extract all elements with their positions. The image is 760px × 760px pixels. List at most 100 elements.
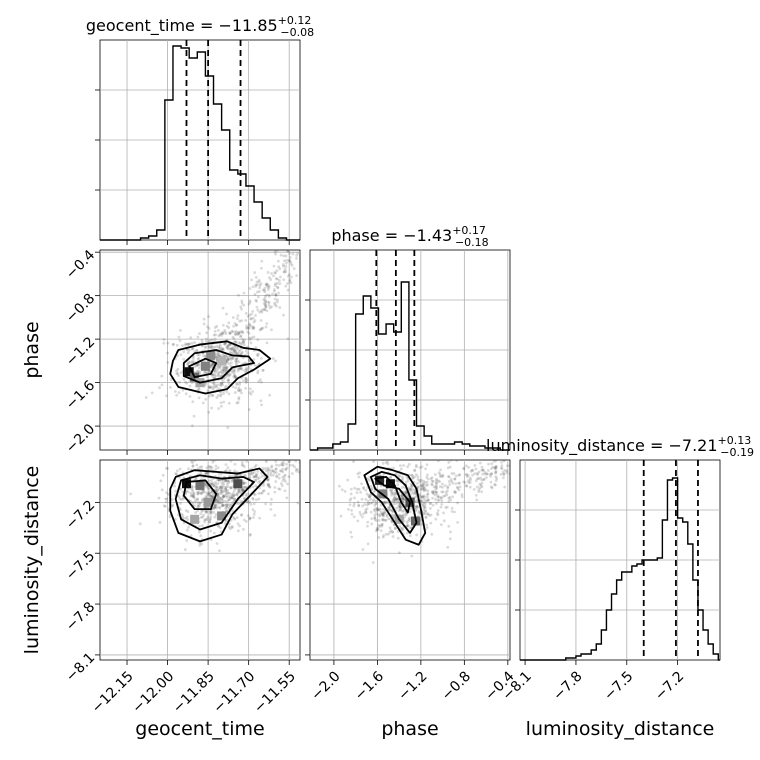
scatter-phase-vs-luminosity-distance-sample-point bbox=[468, 481, 472, 484]
scatter-geocent-time-vs-phase-sample-point bbox=[266, 300, 270, 304]
scatter-geocent-time-vs-phase-sample-point bbox=[265, 341, 269, 345]
scatter-geocent-time-vs-phase-sample-point bbox=[233, 374, 237, 378]
x-axis-label-phase: phase bbox=[381, 718, 438, 740]
scatter-geocent-time-vs-phase-sample-point bbox=[201, 401, 205, 405]
scatter-geocent-time-vs-luminosity-distance-sample-point bbox=[242, 527, 245, 531]
scatter-geocent-time-vs-luminosity-distance-sample-point bbox=[298, 470, 300, 474]
scatter-geocent-time-vs-luminosity-distance-sample-point bbox=[299, 478, 300, 480]
scatter-geocent-time-vs-luminosity-distance-sample-point bbox=[251, 508, 255, 512]
scatter-geocent-time-vs-phase-sample-point bbox=[250, 336, 254, 339]
scatter-geocent-time-vs-phase-sample-point bbox=[182, 357, 186, 361]
scatter-geocent-time-vs-luminosity-distance-sample-point bbox=[245, 500, 249, 504]
scatter-phase-vs-luminosity-distance-sample-point bbox=[477, 488, 481, 492]
scatter-phase-vs-luminosity-distance-sample-point bbox=[389, 488, 392, 492]
scatter-geocent-time-vs-luminosity-distance-sample-point bbox=[203, 518, 207, 522]
scatter-phase-vs-luminosity-distance-sample-point bbox=[475, 485, 479, 489]
scatter-phase-vs-luminosity-distance-sample-point bbox=[340, 488, 344, 492]
scatter-phase-vs-luminosity-distance-sample-point bbox=[435, 491, 439, 495]
scatter-geocent-time-vs-phase-sample-point bbox=[222, 368, 226, 372]
scatter-geocent-time-vs-phase-sample-point bbox=[210, 406, 214, 410]
scatter-phase-vs-luminosity-distance-sample-point bbox=[381, 512, 384, 516]
scatter-phase-vs-luminosity-distance-sample-point bbox=[377, 523, 381, 527]
scatter-phase-vs-luminosity-distance-sample-point bbox=[436, 495, 440, 499]
scatter-geocent-time-vs-luminosity-distance-sample-point bbox=[298, 464, 300, 468]
scatter-geocent-time-vs-phase-sample-point bbox=[289, 281, 293, 285]
scatter-geocent-time-vs-phase-sample-point bbox=[274, 359, 277, 363]
scatter-phase-vs-luminosity-distance-sample-point bbox=[449, 530, 452, 534]
scatter-geocent-time-vs-luminosity-distance-sample-point bbox=[193, 498, 197, 502]
scatter-phase-vs-luminosity-distance-sample-point bbox=[404, 492, 408, 496]
scatter-geocent-time-vs-phase-sample-point bbox=[245, 369, 249, 373]
scatter-geocent-time-vs-phase-sample-point bbox=[255, 353, 259, 357]
scatter-geocent-time-vs-phase-sample-point bbox=[232, 349, 236, 352]
scatter-geocent-time-vs-phase-sample-point bbox=[247, 326, 251, 330]
scatter-geocent-time-vs-luminosity-distance-sample-point bbox=[261, 466, 265, 470]
scatter-geocent-time-vs-phase-sample-point bbox=[195, 364, 199, 368]
scatter-phase-vs-luminosity-distance-x-tick-label: −1.6 bbox=[352, 668, 387, 703]
scatter-phase-vs-luminosity-distance-sample-point bbox=[404, 490, 408, 493]
scatter-geocent-time-vs-phase-sample-point bbox=[273, 301, 277, 305]
scatter-geocent-time-vs-phase-sample-point bbox=[216, 371, 220, 375]
scatter-phase-vs-luminosity-distance-sample-point bbox=[414, 504, 418, 508]
scatter-geocent-time-vs-phase-sample-point bbox=[205, 375, 209, 378]
scatter-geocent-time-vs-phase-sample-point bbox=[260, 380, 263, 384]
scatter-geocent-time-vs-phase-sample-point bbox=[231, 370, 234, 374]
scatter-phase-vs-luminosity-distance-sample-point bbox=[450, 472, 454, 475]
scatter-geocent-time-vs-phase-sample-point bbox=[286, 337, 290, 341]
scatter-geocent-time-vs-phase-sample-point bbox=[267, 286, 271, 289]
scatter-geocent-time-vs-luminosity-distance-sample-point bbox=[270, 469, 273, 473]
scatter-geocent-time-vs-luminosity-distance-sample-point bbox=[196, 497, 199, 501]
scatter-geocent-time-vs-luminosity-distance-sample-point bbox=[190, 485, 194, 489]
scatter-phase-vs-luminosity-distance-sample-point bbox=[376, 508, 380, 511]
scatter-geocent-time-vs-luminosity-distance-sample-point bbox=[171, 503, 175, 507]
scatter-geocent-time-vs-luminosity-distance-sample-point bbox=[242, 485, 246, 489]
scatter-geocent-time-vs-phase-sample-point bbox=[195, 349, 199, 352]
scatter-geocent-time-vs-luminosity-distance-sample-point bbox=[218, 486, 222, 490]
scatter-geocent-time-vs-luminosity-distance-sample-point bbox=[251, 496, 255, 500]
scatter-geocent-time-vs-phase-sample-point bbox=[211, 365, 214, 368]
scatter-geocent-time-vs-phase-sample-point bbox=[266, 288, 270, 291]
scatter-geocent-time-vs-phase-sample-point bbox=[286, 250, 290, 253]
scatter-geocent-time-vs-luminosity-distance-sample-point bbox=[252, 502, 256, 506]
scatter-phase-vs-luminosity-distance-sample-point bbox=[381, 461, 385, 465]
scatter-geocent-time-vs-phase-sample-point bbox=[267, 284, 271, 288]
scatter-phase-vs-luminosity-distance-sample-point bbox=[408, 519, 412, 522]
scatter-geocent-time-vs-luminosity-distance-sample-point bbox=[228, 503, 232, 507]
scatter-phase-vs-luminosity-distance-sample-point bbox=[368, 495, 372, 499]
scatter-phase-vs-luminosity-distance-x-tick-label: −1.2 bbox=[395, 668, 430, 703]
scatter-geocent-time-vs-luminosity-distance-sample-point bbox=[216, 495, 220, 499]
scatter-geocent-time-vs-phase-sample-point bbox=[274, 294, 278, 297]
scatter-geocent-time-vs-luminosity-distance-sample-point bbox=[223, 478, 227, 482]
scatter-geocent-time-vs-luminosity-distance-sample-point bbox=[212, 484, 215, 488]
scatter-geocent-time-vs-luminosity-distance-sample-point bbox=[257, 481, 261, 484]
scatter-geocent-time-vs-phase-sample-point bbox=[196, 357, 200, 361]
scatter-geocent-time-vs-luminosity-distance-sample-point bbox=[241, 487, 244, 491]
scatter-geocent-time-vs-luminosity-distance-sample-point bbox=[181, 497, 185, 501]
scatter-geocent-time-vs-luminosity-distance-sample-point bbox=[256, 477, 260, 480]
scatter-geocent-time-vs-phase-sample-point bbox=[237, 350, 241, 354]
scatter-phase-vs-luminosity-distance-sample-point bbox=[391, 498, 395, 502]
scatter-phase-vs-luminosity-distance-sample-point bbox=[502, 476, 505, 480]
scatter-phase-vs-luminosity-distance-sample-point bbox=[512, 474, 515, 477]
scatter-geocent-time-vs-luminosity-distance-contour-1 bbox=[169, 467, 269, 543]
scatter-phase-vs-luminosity-distance-sample-point bbox=[436, 494, 440, 497]
scatter-geocent-time-vs-luminosity-distance-sample-point bbox=[248, 473, 252, 477]
scatter-geocent-time-vs-luminosity-distance-sample-point bbox=[237, 489, 241, 492]
scatter-phase-vs-luminosity-distance-sample-point bbox=[447, 500, 451, 503]
scatter-geocent-time-vs-phase-sample-point bbox=[289, 262, 293, 265]
hist-luminosity-distance-x-tick-label: −7.2 bbox=[652, 668, 687, 703]
scatter-geocent-time-vs-phase-sample-point bbox=[259, 399, 263, 403]
scatter-geocent-time-vs-luminosity-distance-sample-point bbox=[220, 481, 224, 485]
scatter-phase-vs-luminosity-distance-sample-point bbox=[353, 486, 357, 490]
scatter-geocent-time-vs-luminosity-distance-sample-point bbox=[267, 468, 271, 472]
scatter-phase-vs-luminosity-distance-sample-point bbox=[408, 510, 412, 514]
scatter-geocent-time-vs-luminosity-distance-sample-point bbox=[190, 460, 194, 463]
scatter-geocent-time-vs-phase-sample-point bbox=[160, 374, 164, 378]
scatter-geocent-time-vs-phase-sample-point bbox=[260, 310, 264, 314]
scatter-geocent-time-vs-phase-sample-point bbox=[245, 378, 249, 382]
scatter-geocent-time-vs-luminosity-distance-sample-point bbox=[255, 475, 258, 479]
scatter-geocent-time-vs-luminosity-distance-sample-point bbox=[191, 464, 195, 468]
scatter-phase-vs-luminosity-distance-sample-point bbox=[462, 466, 466, 470]
hist-phase-bins bbox=[310, 281, 510, 451]
scatter-geocent-time-vs-phase-sample-point bbox=[255, 290, 259, 294]
